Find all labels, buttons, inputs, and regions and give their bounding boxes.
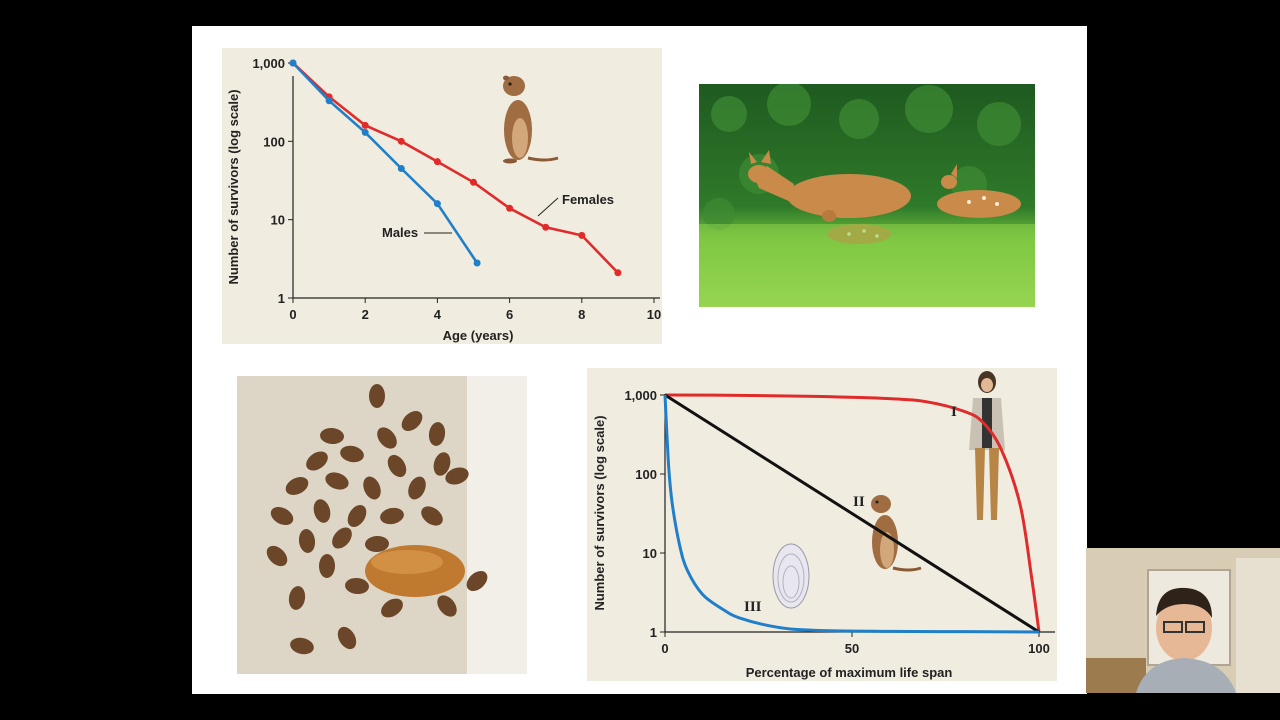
- y-tick-label: 1: [278, 291, 285, 306]
- x-tick-label: 100: [1028, 641, 1050, 656]
- cockroach-nymph: [377, 427, 397, 449]
- x-axis-label: Percentage of maximum life span: [746, 665, 953, 680]
- type-ii-label: II: [853, 494, 865, 510]
- ground-squirrel-illustration: [503, 75, 559, 164]
- data-point-females: [578, 231, 586, 239]
- x-axis-label: Age (years): [443, 328, 514, 343]
- y-tick-label: 100: [635, 467, 657, 482]
- x-tick-label: 2: [362, 307, 369, 322]
- data-point-females: [397, 137, 405, 145]
- cockroach-nymph: [332, 527, 352, 549]
- females-leader-line: [537, 197, 559, 217]
- cockroach-nymph: [290, 637, 314, 655]
- x-tick-label: 4: [434, 307, 442, 322]
- y-axis-label: Number of survivors (log scale): [226, 89, 241, 284]
- cockroach-nymph: [347, 504, 367, 528]
- males-label: Males: [382, 225, 418, 240]
- cockroach-nymph: [428, 422, 446, 446]
- y-axis-label: Number of survivors (log scale): [592, 415, 607, 610]
- cockroach-nymph: [270, 506, 294, 526]
- cockroach-nymph: [320, 427, 344, 445]
- cockroach-nymph: [298, 529, 316, 553]
- x-tick-label: 0: [661, 641, 668, 656]
- cockroach-nymph: [421, 506, 443, 526]
- females-label: Females: [562, 192, 614, 207]
- data-point-females: [361, 121, 369, 129]
- data-point-males: [397, 164, 405, 172]
- series-line-males: [292, 62, 479, 264]
- cockroach-nymph: [345, 577, 369, 595]
- type-iii-label: III: [744, 599, 762, 615]
- x-tick-label: 10: [647, 307, 661, 322]
- data-point-males: [433, 200, 441, 208]
- data-point-females: [542, 223, 550, 231]
- x-tick-label: 8: [578, 307, 585, 322]
- cockroach-nymph: [380, 507, 404, 525]
- x-tick-label: 50: [845, 641, 859, 656]
- data-point-males: [473, 259, 481, 267]
- cockroach-nymph: [306, 451, 328, 471]
- data-point-males: [361, 128, 369, 136]
- y-tick-label: 10: [271, 213, 285, 228]
- cockroach-nymph: [369, 384, 385, 408]
- cockroach-nymph: [437, 595, 457, 617]
- cockroach-nymph: [318, 554, 336, 578]
- data-point-females: [470, 178, 477, 186]
- cockroach-nymph: [445, 467, 469, 485]
- cockroach-nymphs-photo: [237, 376, 527, 674]
- type-i-label: I: [951, 404, 957, 420]
- x-tick-label: 0: [289, 307, 296, 322]
- cockroach-nymph: [387, 454, 407, 478]
- y-tick-label: 1: [650, 625, 657, 640]
- plot-background: [222, 48, 662, 344]
- cockroach-nymph: [466, 571, 488, 591]
- series-line-females: [292, 62, 619, 274]
- deer-photo: [699, 84, 1035, 307]
- cockroach-nymph: [365, 535, 389, 553]
- presenter-webcam: [1086, 548, 1280, 693]
- data-point-males: [289, 59, 297, 67]
- cockroach-nymph: [288, 586, 306, 610]
- data-point-females: [614, 269, 622, 277]
- cockroach-nymph: [433, 452, 451, 476]
- x-tick-label: 6: [506, 307, 513, 322]
- slide: 1 10 100 1,000 0 2 4 6 8 10 Number of survivors …: [192, 26, 1087, 694]
- y-tick-label: 10: [643, 546, 657, 561]
- cockroach-nymph: [401, 410, 423, 432]
- data-point-females: [433, 158, 441, 166]
- oyster-shell-illustration: [772, 543, 810, 609]
- cockroach-nymph: [363, 476, 381, 500]
- y-tick-label: 1,000: [624, 388, 657, 403]
- cockroach-nymph: [337, 626, 357, 650]
- cockroach-nymph: [340, 445, 364, 463]
- cockroach-nymph: [381, 598, 403, 618]
- y-tick-label: 100: [263, 134, 285, 149]
- data-point-females: [506, 204, 514, 212]
- series-line-ii: [664, 393, 1040, 634]
- data-point-males: [325, 97, 333, 105]
- ground-squirrel-illustration: [871, 495, 922, 572]
- squirrel-survivorship-chart: 1 10 100 1,000 0 2 4 6 8 10 Number of survivors …: [222, 48, 662, 344]
- cockroach-nymph: [313, 499, 331, 523]
- series-line-iii: [663, 394, 1040, 634]
- series-line-i: [664, 393, 1041, 633]
- cockroach-nymph: [285, 477, 309, 495]
- cockroach-nymph: [408, 476, 426, 500]
- cockroach-nymph: [266, 545, 288, 567]
- cockroach-nymph: [325, 472, 349, 490]
- y-tick-label: 1,000: [252, 56, 285, 71]
